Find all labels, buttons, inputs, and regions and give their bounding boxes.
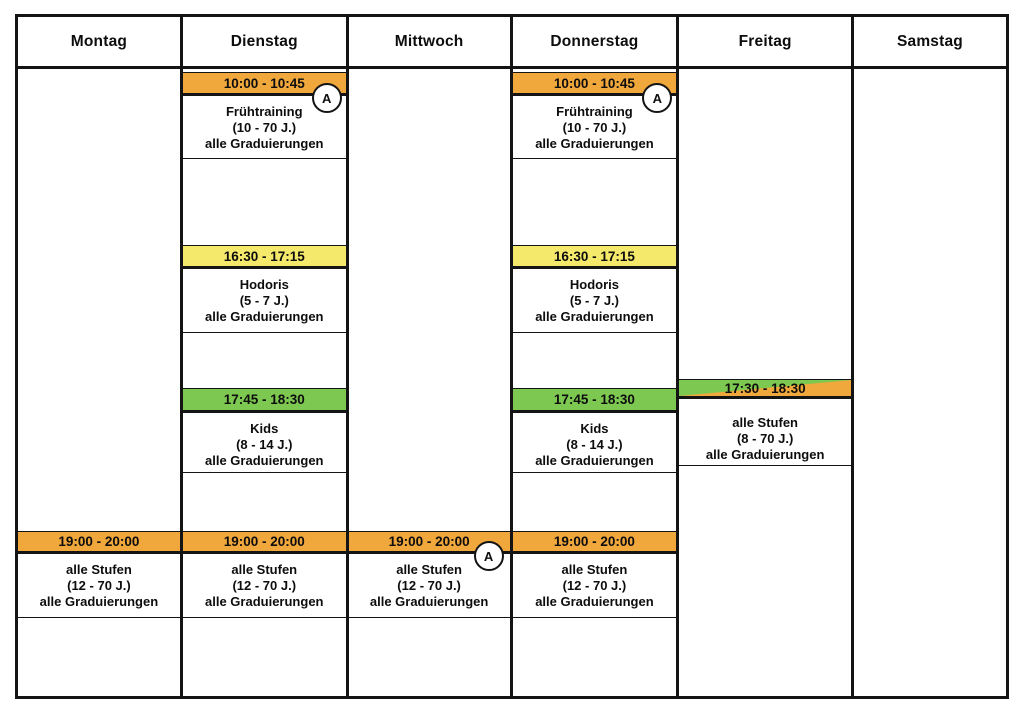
event-title: Frühtraining (225, 104, 303, 119)
event-details: alle Stufen (12 - 70 J.) alle Graduierun… (182, 554, 346, 618)
day-header-dienstag: Dienstag (182, 17, 346, 69)
day-column-freitag: Freitag 17:30 - 18:30 alle Stufen (8 - 7… (679, 17, 854, 696)
day-column-samstag: Samstag (853, 17, 1006, 696)
event-grades: alle Graduierungen (205, 309, 324, 324)
event-grades: alle Graduierungen (205, 594, 324, 609)
event-age-range: (8 - 14 J.) (566, 437, 623, 452)
event-age-range: (12 - 70 J.) (562, 578, 627, 593)
event-age-range: (10 - 70 J.) (232, 120, 297, 135)
event-time-bar: 16:30 - 17:15 (512, 245, 677, 269)
event-time-bar: 17:45 - 18:30 (512, 388, 677, 413)
event-grades: alle Graduierungen (535, 309, 654, 324)
a-badge: A (642, 83, 673, 113)
day-body-donnerstag: 10:00 - 10:45 A Frühtraining (10 - 70 J.… (512, 69, 677, 696)
event-title: alle Stufen (732, 415, 799, 430)
day-body-dienstag: 10:00 - 10:45 A Frühtraining (10 - 70 J.… (182, 69, 346, 696)
event-details: Frühtraining (10 - 70 J.) alle Graduieru… (512, 96, 677, 159)
event-age-range: (10 - 70 J.) (562, 120, 627, 135)
event-details: Kids (8 - 14 J.) alle Graduierungen (182, 413, 346, 473)
day-body-samstag (854, 69, 1006, 696)
event-details: alle Stufen (12 - 70 J.) alle Graduierun… (18, 554, 180, 618)
event-time-bar: 19:00 - 20:00 (182, 531, 346, 554)
event-grades: alle Graduierungen (535, 136, 654, 151)
day-body-montag: 19:00 - 20:00 alle Stufen (12 - 70 J.) a… (18, 69, 180, 696)
event-title: alle Stufen (396, 562, 462, 577)
event-title: Kids (580, 421, 609, 436)
event-grades: alle Graduierungen (535, 594, 654, 609)
event-title: Frühtraining (556, 104, 633, 119)
event-grades: alle Graduierungen (39, 594, 159, 609)
event-grades: alle Graduierungen (205, 136, 324, 151)
event-title: Kids (250, 421, 279, 436)
event-age-range: (12 - 70 J.) (397, 578, 461, 593)
event-title: alle Stufen (66, 562, 132, 577)
event-grades: alle Graduierungen (205, 453, 324, 468)
event-grades: alle Graduierungen (369, 594, 489, 609)
event-time-bar-split-color: 17:30 - 18:30 (679, 379, 851, 399)
day-body-mittwoch: 19:00 - 20:00 A alle Stufen (12 - 70 J.)… (348, 69, 510, 696)
day-body-freitag: 17:30 - 18:30 alle Stufen (8 - 70 J.) al… (679, 69, 851, 696)
event-grades: alle Graduierungen (535, 453, 654, 468)
event-title: alle Stufen (561, 562, 628, 577)
event-age-range: (8 - 14 J.) (236, 437, 293, 452)
event-time-bar: 17:45 - 18:30 (182, 388, 346, 413)
event-details: Hodoris (5 - 7 J.) alle Graduierungen (512, 269, 677, 333)
event-age-range: (5 - 7 J.) (569, 293, 619, 308)
day-header-freitag: Freitag (679, 17, 851, 69)
event-time-bar: 19:00 - 20:00 (348, 531, 510, 554)
event-details: Kids (8 - 14 J.) alle Graduierungen (512, 413, 677, 473)
event-title: Hodoris (569, 277, 619, 292)
day-column-mittwoch: Mittwoch 19:00 - 20:00 A alle Stufen (12… (348, 17, 513, 696)
a-badge: A (311, 83, 342, 113)
event-time-bar: 19:00 - 20:00 (512, 531, 677, 554)
event-details: alle Stufen (8 - 70 J.) alle Graduierung… (679, 399, 851, 466)
a-badge: A (473, 541, 504, 571)
day-header-mittwoch: Mittwoch (348, 17, 510, 69)
event-time-bar: 16:30 - 17:15 (182, 245, 346, 269)
day-header-samstag: Samstag (853, 17, 1006, 69)
event-details: Hodoris (5 - 7 J.) alle Graduierungen (182, 269, 346, 333)
day-header-montag: Montag (18, 17, 180, 69)
day-column-donnerstag: Donnerstag 10:00 - 10:45 A Frühtraining … (512, 17, 680, 696)
event-age-range: (12 - 70 J.) (67, 578, 131, 593)
day-column-montag: Montag 19:00 - 20:00 alle Stufen (12 - 7… (18, 17, 183, 696)
event-title: alle Stufen (231, 562, 298, 577)
weekly-training-schedule: Montag 19:00 - 20:00 alle Stufen (12 - 7… (15, 14, 1009, 699)
event-title: Hodoris (239, 277, 289, 292)
day-column-dienstag: Dienstag 10:00 - 10:45 A Frühtraining (1… (182, 17, 349, 696)
event-details: alle Stufen (12 - 70 J.) alle Graduierun… (512, 554, 677, 618)
event-time-bar: 19:00 - 20:00 (18, 531, 180, 554)
event-age-range: (12 - 70 J.) (232, 578, 297, 593)
day-header-donnerstag: Donnerstag (512, 17, 677, 69)
event-grades: alle Graduierungen (705, 447, 825, 462)
event-age-range: (5 - 7 J.) (239, 293, 289, 308)
event-age-range: (8 - 70 J.) (736, 431, 794, 446)
